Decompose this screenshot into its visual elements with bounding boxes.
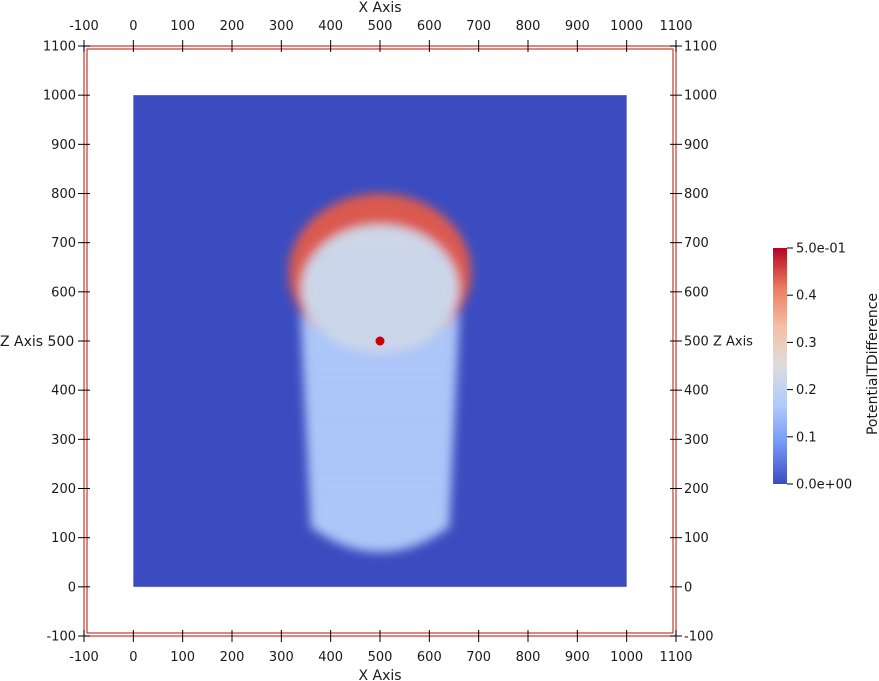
x-axis-title-top: X Axis bbox=[358, 0, 401, 16]
x-tick-label-top: 200 bbox=[220, 19, 245, 34]
x-tick-label-bottom: 100 bbox=[170, 650, 195, 665]
x-tick-label-top: 500 bbox=[368, 19, 393, 34]
z-tick-label-left: 200 bbox=[51, 482, 76, 497]
colorbar-tick-label: 0.4 bbox=[796, 289, 817, 304]
plume-band bbox=[314, 381, 446, 385]
x-tick-label-top: 800 bbox=[516, 19, 541, 34]
z-tick-label-right: 400 bbox=[684, 384, 709, 399]
z-tick-label-right: 500 Z Axis bbox=[684, 335, 753, 350]
x-tick-label-bottom: 400 bbox=[318, 650, 343, 665]
z-tick-label-left: 0 bbox=[68, 580, 76, 595]
z-tick-label-left: 800 bbox=[51, 187, 76, 202]
z-tick-label-left: 400 bbox=[51, 384, 76, 399]
z-tick-label-left: 1100 bbox=[43, 40, 76, 55]
z-tick-label-right: 1100 bbox=[684, 40, 717, 55]
plume-band bbox=[314, 453, 446, 457]
plume-interior bbox=[301, 224, 459, 354]
colorbar-tick-label: 0.2 bbox=[796, 383, 817, 398]
z-tick-label-right: 100 bbox=[684, 531, 709, 546]
x-tick-label-top: 1000 bbox=[610, 19, 643, 34]
z-tick-label-left: 1000 bbox=[43, 89, 76, 104]
plume-band bbox=[314, 399, 446, 403]
colorbar-tick-label: 5.0e-01 bbox=[796, 242, 846, 257]
colorbar-bar bbox=[773, 248, 787, 484]
x-tick-label-bottom: 1100 bbox=[659, 650, 692, 665]
plume-band bbox=[314, 328, 446, 332]
x-tick-label-bottom: 300 bbox=[269, 650, 294, 665]
x-tick-label-bottom: 200 bbox=[220, 650, 245, 665]
center-marker bbox=[375, 336, 385, 346]
z-tick-label-left: 100 bbox=[51, 531, 76, 546]
axis-ticks: -100 -100 0 0 100 100 200 200 300 300 400 400 500 500… bbox=[43, 19, 753, 665]
z-tick-label-right: 1000 bbox=[684, 89, 717, 104]
x-tick-label-bottom: 600 bbox=[417, 650, 442, 665]
x-tick-label-bottom: 800 bbox=[516, 650, 541, 665]
plume-band bbox=[314, 310, 446, 314]
x-tick-label-top: 300 bbox=[269, 19, 294, 34]
plume-band bbox=[314, 489, 446, 493]
plume-band bbox=[314, 292, 446, 296]
z-tick-label-right: -100 bbox=[684, 630, 714, 645]
x-tick-label-top: -100 bbox=[69, 19, 99, 34]
z-tick-label-right: 0 bbox=[684, 580, 692, 595]
plume-band bbox=[314, 345, 446, 349]
z-tick-label-left: 900 bbox=[51, 138, 76, 153]
x-tick-label-top: 400 bbox=[318, 19, 343, 34]
x-tick-label-bottom: 500 bbox=[368, 650, 393, 665]
z-tick-label-left: 700 bbox=[51, 236, 76, 251]
x-tick-label-top: 0 bbox=[129, 19, 137, 34]
z-tick-label-right: 600 bbox=[684, 285, 709, 300]
colorbar-tick-label: 0.1 bbox=[796, 430, 817, 445]
z-tick-label-left: 600 bbox=[51, 285, 76, 300]
plume-group bbox=[288, 193, 472, 553]
x-tick-label-top: 600 bbox=[417, 19, 442, 34]
plume-band bbox=[314, 274, 446, 278]
z-tick-label-right: 800 bbox=[684, 187, 709, 202]
x-axis-title-bottom: X Axis bbox=[358, 668, 401, 681]
colorbar: 5.0e-01 0.4 0.3 0.2 0.1 0.0e+00 bbox=[773, 242, 852, 493]
z-tick-label-right: 700 bbox=[684, 236, 709, 251]
z-tick-label-right: 900 bbox=[684, 138, 709, 153]
z-tick-label-left: 300 bbox=[51, 433, 76, 448]
x-tick-label-top: 100 bbox=[170, 19, 195, 34]
plume-band bbox=[314, 471, 446, 475]
z-tick-label-right: 200 bbox=[684, 482, 709, 497]
colorbar-tick-label: 0.0e+00 bbox=[796, 478, 852, 493]
x-tick-label-top: 700 bbox=[466, 19, 491, 34]
x-tick-label-bottom: 0 bbox=[129, 650, 137, 665]
z-axis-title-left: Z Axis 500 bbox=[0, 334, 74, 350]
x-tick-label-bottom: 700 bbox=[466, 650, 491, 665]
heatmap-field bbox=[133, 95, 627, 587]
plume-band bbox=[314, 435, 446, 439]
plume-band bbox=[314, 417, 446, 421]
x-tick-label-bottom: 900 bbox=[565, 650, 590, 665]
x-tick-label-top: 900 bbox=[565, 19, 590, 34]
x-tick-label-bottom: 1000 bbox=[610, 650, 643, 665]
x-tick-label-top: 1100 bbox=[659, 19, 692, 34]
x-tick-label-bottom: -100 bbox=[69, 650, 99, 665]
plume-band bbox=[314, 363, 446, 367]
z-tick-label-left: -100 bbox=[46, 630, 76, 645]
plume-band bbox=[314, 256, 446, 260]
colorbar-title: PotentialTDifference bbox=[865, 293, 879, 435]
z-tick-label-right: 300 bbox=[684, 433, 709, 448]
colorbar-tick-label: 0.3 bbox=[796, 336, 817, 351]
